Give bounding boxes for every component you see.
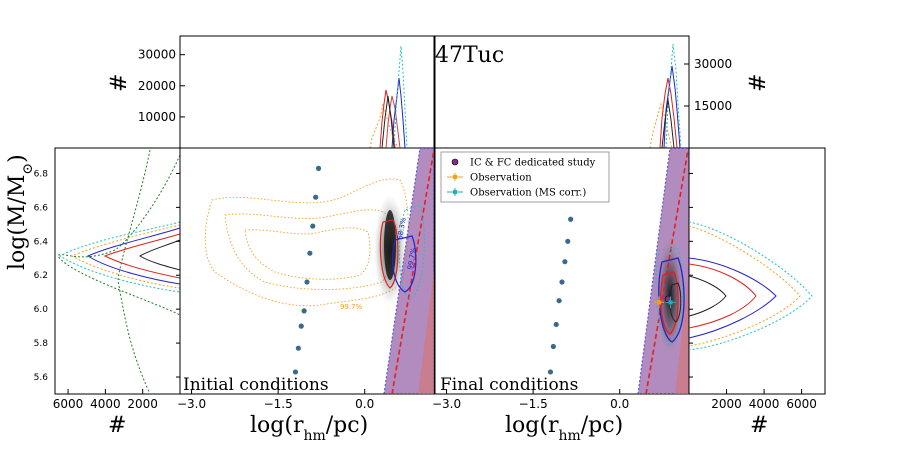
side-right-xlabel: # <box>750 413 768 438</box>
side-histogram-right: # 2000 4000 6000 <box>688 147 826 438</box>
panel-label-final: Final conditions <box>440 375 578 395</box>
grid-point <box>568 216 574 222</box>
y-tick-label: 6.4 <box>34 237 49 247</box>
top-histogram-left: # 10000 20000 30000 <box>107 35 435 149</box>
x-ticks-left: −3.0 −1.5 0.0 <box>177 389 374 411</box>
grid-point <box>559 279 565 285</box>
x-tick-label: 0.0 <box>355 397 374 411</box>
observation-point <box>657 300 662 305</box>
legend-marker <box>453 190 457 194</box>
observation-markers <box>654 296 676 309</box>
x-axis-label-left: log(rhm/pc) <box>250 413 368 444</box>
observation-point <box>668 300 673 305</box>
top-left-ylabel: # <box>107 74 132 92</box>
x-tick-label: −1.5 <box>519 397 548 411</box>
contour-cyan-left <box>398 204 425 301</box>
grid-point <box>292 369 299 375</box>
contour-label: 68.3% <box>396 217 408 241</box>
side-left-x-ticks: 6000 4000 2000 <box>53 389 158 411</box>
grid-point <box>565 238 571 244</box>
grid-point <box>298 323 304 329</box>
grid-point <box>304 279 310 285</box>
grid-point <box>310 223 316 229</box>
grid-point <box>553 321 559 328</box>
side-left-tick-label: 4000 <box>90 397 121 411</box>
contour-label: 99.7% <box>406 247 418 271</box>
chart-title: 47Tuc <box>435 43 504 68</box>
grid-points-initial <box>292 165 322 375</box>
top-left-y-ticks: 10000 20000 30000 <box>138 48 185 124</box>
y-tick-label: 6.6 <box>34 203 49 213</box>
panel-label-initial: Initial conditions <box>183 375 329 395</box>
side-right-x-ticks: 2000 4000 6000 <box>711 389 817 411</box>
top-left-tick-label: 30000 <box>138 48 176 62</box>
x-ticks-right: −3.0 −1.5 0.0 <box>432 389 629 411</box>
grid-point <box>307 250 313 256</box>
top-left-histogram-series <box>369 45 408 149</box>
legend-label: Observation <box>470 173 532 184</box>
side-right-histogram-series <box>688 221 813 351</box>
y-tick-label: 5.8 <box>34 339 49 349</box>
y-tick-label: 6.8 <box>34 169 49 179</box>
contour-blue-right <box>658 257 685 343</box>
x-tick-label: 0.0 <box>610 397 629 411</box>
y-tick-label: 6.2 <box>34 271 48 281</box>
top-histogram-right: 47Tuc # 15000 30000 <box>434 35 771 149</box>
y-ticks: 5.6 5.8 6.0 6.2 6.4 6.6 6.8 <box>34 169 693 383</box>
legend-label: IC & FC dedicated study <box>470 158 596 169</box>
grid-point <box>315 165 322 171</box>
contour-label: 99.7% <box>340 303 363 311</box>
panel-final-conditions: IC & FC dedicated study Observation Observ… <box>432 147 690 444</box>
side-right-tick-label: 4000 <box>749 397 780 411</box>
top-right-ylabel: # <box>746 74 771 92</box>
top-left-tick-label: 20000 <box>138 79 176 93</box>
side-left-tick-label: 2000 <box>127 397 158 411</box>
grid-point <box>313 194 319 200</box>
side-left-histogram-series <box>57 149 181 395</box>
grid-point <box>301 308 307 314</box>
y-tick-label: 5.6 <box>34 373 49 383</box>
side-right-tick-label: 6000 <box>786 397 817 411</box>
grid-points-final <box>547 167 577 375</box>
side-left-tick-label: 6000 <box>53 397 84 411</box>
legend: IC & FC dedicated study Observation Observ… <box>440 151 610 203</box>
side-left-xlabel: # <box>108 413 126 438</box>
legend-label: Observation (MS corr.) <box>470 188 586 199</box>
contour-blue-left <box>392 235 417 293</box>
legend-marker <box>451 158 459 166</box>
grid-point <box>547 369 554 375</box>
y-tick-label: 6.0 <box>34 305 49 315</box>
panel-initial-conditions: 99.7% 99.7% 68.3% Initial conditions −3.… <box>177 147 435 444</box>
grid-point <box>295 345 301 351</box>
top-right-y-ticks: 15000 30000 <box>684 57 732 113</box>
legend-marker <box>453 175 457 179</box>
x-tick-label: −1.5 <box>264 397 293 411</box>
contour-red-left <box>379 219 399 289</box>
top-right-tick-label: 15000 <box>694 99 732 113</box>
grid-point <box>556 298 562 304</box>
top-right-tick-label: 30000 <box>694 57 732 71</box>
grid-point <box>550 343 556 350</box>
rhm-band-left <box>383 148 434 394</box>
x-axis-label-right: log(rhm/pc) <box>505 413 623 444</box>
top-right-histogram-series <box>649 43 682 149</box>
x-tick-label: −3.0 <box>177 397 206 411</box>
top-left-tick-label: 10000 <box>138 110 176 124</box>
y-axis-label: log(M/M⊙) <box>5 154 36 270</box>
x-tick-label: −3.0 <box>432 397 461 411</box>
grid-point <box>562 259 568 265</box>
side-right-tick-label: 2000 <box>711 397 742 411</box>
